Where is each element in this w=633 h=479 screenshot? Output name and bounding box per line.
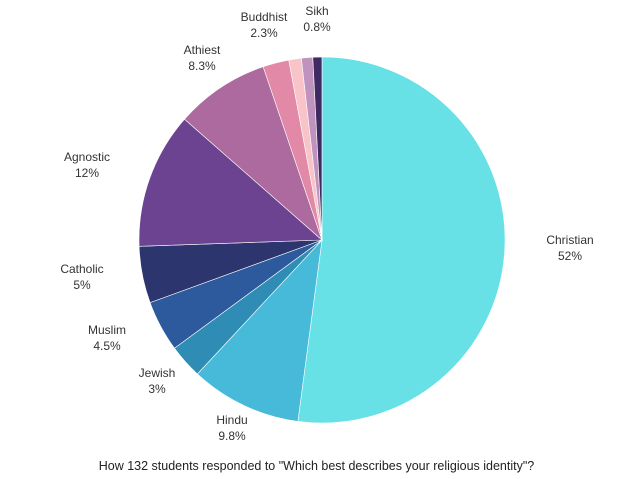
slice-value-jewish: 3% — [148, 382, 166, 396]
pie-slice-hindu — [196, 239, 323, 422]
chart-caption: How 132 students responded to "Which bes… — [98, 459, 535, 473]
pie-slice-agnostic — [138, 118, 323, 247]
slice-name-sikh: Sikh — [305, 4, 328, 18]
slice-name-jewish: Jewish — [139, 366, 176, 380]
slice-value-catholic: 5% — [73, 278, 91, 292]
slice-name-agnostic: Agnostic — [64, 150, 110, 164]
slice-value-hindu: 9.8% — [218, 429, 246, 443]
pie-slice-athiest — [184, 66, 323, 241]
slice-name-muslim: Muslim — [88, 323, 126, 337]
slice-value-athiest: 8.3% — [188, 59, 216, 73]
slice-labels: Christian 52% Hindu 9.8% Jewish 3% Muslim 4.5% C… — [60, 4, 593, 443]
slice-name-hindu: Hindu — [216, 413, 247, 427]
slice-value-muslim: 4.5% — [93, 339, 121, 353]
slice-name-catholic: Catholic — [60, 262, 103, 276]
slice-name-athiest: Athiest — [184, 43, 221, 57]
pie-slice-sikh — [312, 56, 323, 241]
slice-value-buddhist: 2.3% — [250, 26, 278, 40]
slice-name-buddhist: Buddhist — [241, 10, 288, 24]
slice-value-agnostic: 12% — [75, 166, 99, 180]
slice-value-christian: 52% — [558, 249, 582, 263]
slice-name-christian: Christian — [546, 233, 593, 247]
slice-value-sikh: 0.8% — [303, 20, 331, 34]
pie-slices — [138, 56, 506, 424]
pie-slice-christian — [297, 56, 506, 424]
